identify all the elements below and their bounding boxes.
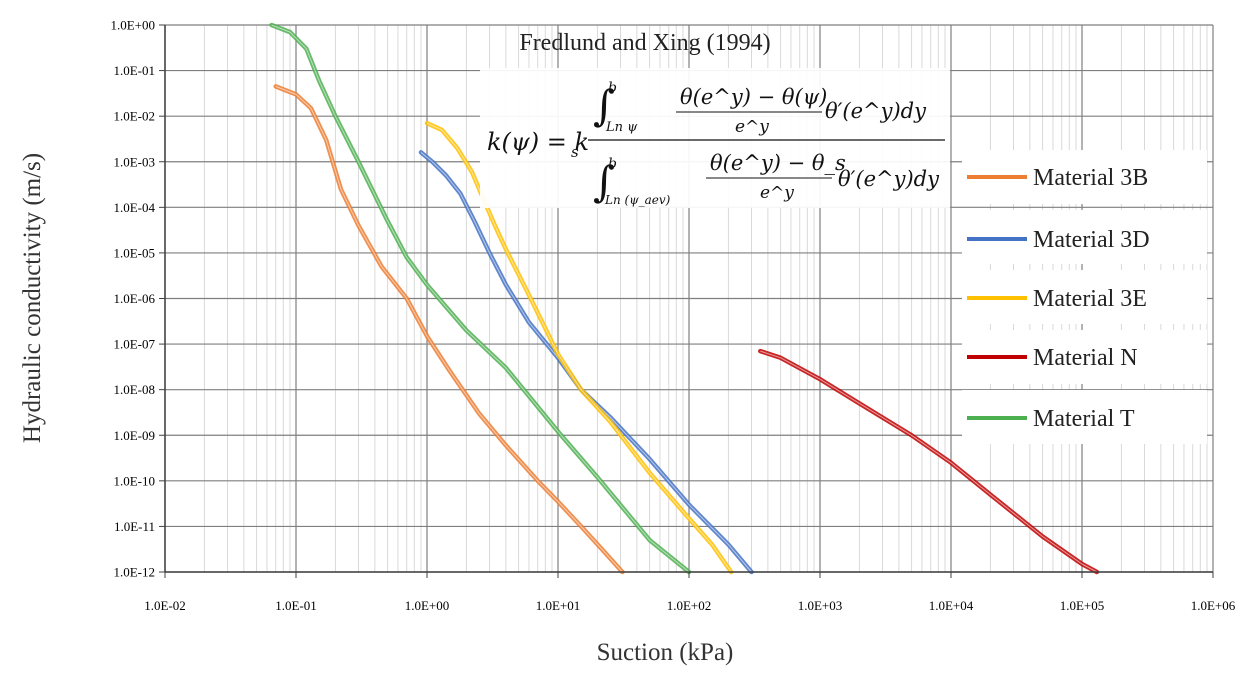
legend-label-material-3b: Material 3B (1033, 165, 1148, 191)
x-tick-label: 1.0E+03 (798, 598, 843, 613)
y-axis-title: Hydraulic conductivity (m/s) (19, 153, 46, 443)
y-tick-label: 1.0E-05 (113, 245, 155, 260)
equation-numerator-upper-limit: b (608, 80, 617, 96)
equation-ks-subscript: s (571, 143, 579, 161)
equation-numerator-tail: θ′(e^y)dy (825, 99, 927, 123)
axes: 1.0E+00 1.0E-01 1.0E-02 1.0E-03 1.0E-04 1.0E-… (110, 18, 1235, 614)
y-tick-label: 1.0E-03 (113, 154, 155, 169)
series-layer (269, 22, 1100, 575)
equation-denominator-denominator: e^y (760, 183, 794, 203)
chart-title: Fredlund and Xing (1994) (519, 30, 770, 56)
y-tick-label: 1.0E-07 (113, 337, 155, 352)
x-tick-label: 1.0E+06 (1191, 598, 1236, 613)
y-tick-label: 1.0E-06 (113, 291, 155, 306)
series-material-3e-highlight (426, 122, 732, 573)
y-tick-label: 1.0E-12 (113, 565, 155, 580)
y-tick-label: 1.0E+00 (110, 18, 155, 33)
x-tick-label: 1.0E+04 (929, 598, 974, 613)
x-tick-label: 1.0E+02 (667, 598, 712, 613)
series-material-n-highlight (760, 350, 1098, 573)
fredlund-xing-equation: k(ψ) = ks∫bLn ψθ(e^y) − θ(ψ)e^yθ′(e^y)dy… (480, 68, 950, 208)
series-material-3b-highlight (275, 85, 623, 573)
y-tick-label: 1.0E-10 (113, 473, 155, 488)
y-tick-label: 1.0E-11 (114, 519, 155, 534)
x-tick-label: 1.0E+05 (1060, 598, 1105, 613)
y-tick-label: 1.0E-02 (113, 109, 155, 124)
x-tick-label: 1.0E+00 (405, 598, 450, 613)
legend-label-material-t: Material T (1033, 406, 1135, 432)
series-material-3d-line (418, 150, 754, 575)
legend-label-material-3e: Material 3E (1033, 286, 1147, 312)
legend: Material 3B Material 3D Material 3E Materia… (962, 150, 1207, 444)
series-material-t-highlight (271, 24, 690, 573)
x-axis-title: Suction (kPa) (597, 639, 734, 666)
equation-denominator-tail: θ′(e^y)dy (838, 167, 940, 191)
equation-numerator-denominator: e^y (735, 117, 769, 137)
x-tick-label: 1.0E-01 (275, 598, 317, 613)
equation-denominator-upper-limit: b (608, 156, 617, 172)
y-tick-label: 1.0E-08 (113, 382, 155, 397)
legend-label-material-3d: Material 3D (1033, 227, 1150, 253)
equation-denominator-integrand: θ(e^y) − θ_s (710, 151, 846, 175)
y-tick-label: 1.0E-04 (113, 200, 155, 215)
y-tick-label: 1.0E-01 (113, 63, 155, 78)
equation-numerator-integrand: θ(e^y) − θ(ψ) (680, 85, 827, 109)
legend-label-material-n: Material N (1033, 345, 1138, 371)
equation-numerator-lower-limit: Ln ψ (605, 120, 638, 135)
x-tick-label: 1.0E+01 (536, 598, 581, 613)
equation-denominator-lower-limit: Ln (ψ_aev) (604, 193, 671, 207)
x-tick-label: 1.0E-02 (144, 598, 186, 613)
y-tick-label: 1.0E-09 (113, 428, 155, 443)
equation-numerator-integral: ∫ (593, 81, 615, 130)
equation-lhs: k(ψ) = k (487, 128, 589, 156)
equation-denominator-integral: ∫ (593, 157, 615, 206)
equation-background (480, 68, 950, 208)
series-material-3d-highlight (420, 152, 752, 573)
